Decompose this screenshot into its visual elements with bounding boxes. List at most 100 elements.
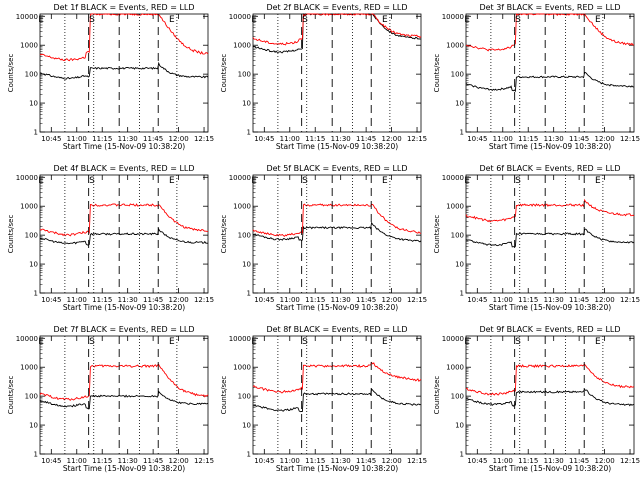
x-axis-label: Start Time (15-Nov-09 10:38:20) bbox=[489, 464, 611, 473]
chart-title: Det 9f BLACK = Events, RED = LLD bbox=[479, 325, 620, 334]
plot-frame bbox=[252, 335, 422, 455]
y-tick-label: 1000 bbox=[20, 42, 38, 50]
plot-frame bbox=[465, 13, 635, 133]
x-tick-label: 11:45 bbox=[143, 296, 163, 304]
x-tick-label: 11:00 bbox=[67, 135, 87, 143]
x-tick-label: 11:15 bbox=[305, 457, 325, 465]
chart-title: Det 3f BLACK = Events, RED = LLD bbox=[479, 3, 620, 12]
x-tick-label: 11:30 bbox=[544, 296, 564, 304]
y-axis-label: Counts/sec bbox=[433, 376, 441, 415]
y-tick-label: 10 bbox=[242, 100, 251, 108]
marker-letter: E bbox=[382, 15, 388, 25]
y-axis-label: Counts/sec bbox=[433, 54, 441, 93]
y-tick-label: 1000 bbox=[233, 364, 251, 372]
marker-letter: S bbox=[302, 15, 308, 25]
x-tick-label: 11:30 bbox=[118, 135, 138, 143]
y-tick-label: 100 bbox=[25, 232, 38, 240]
marker-letter: E bbox=[38, 337, 44, 347]
marker-letter: E bbox=[464, 337, 470, 347]
x-tick-label: 10:45 bbox=[254, 135, 274, 143]
x-tick-label: 12:00 bbox=[381, 457, 401, 465]
y-tick-label: 1 bbox=[460, 290, 464, 298]
chart-title: Det 2f BLACK = Events, RED = LLD bbox=[266, 3, 407, 12]
x-tick-label: 11:00 bbox=[280, 135, 300, 143]
events-series-line bbox=[39, 227, 209, 246]
lld-series-line bbox=[252, 13, 422, 46]
chart-title: Det 5f BLACK = Events, RED = LLD bbox=[266, 164, 407, 173]
y-tick-label: 10000 bbox=[229, 174, 251, 182]
marker-letter: S bbox=[89, 176, 95, 186]
y-tick-label: 1000 bbox=[20, 203, 38, 211]
x-tick-label: 12:00 bbox=[381, 135, 401, 143]
events-series-line bbox=[252, 221, 422, 243]
lld-series-line bbox=[39, 203, 209, 237]
y-tick-label: 1 bbox=[247, 451, 251, 459]
y-axis-label: Counts/sec bbox=[433, 215, 441, 254]
y-axis-label: Counts/sec bbox=[7, 54, 15, 93]
y-tick-label: 100 bbox=[238, 232, 251, 240]
y-tick-label: 100 bbox=[451, 393, 464, 401]
plot-frame bbox=[252, 13, 422, 133]
marker-letter: E bbox=[595, 15, 601, 25]
x-tick-label: 10:45 bbox=[41, 296, 61, 304]
x-tick-label: 11:45 bbox=[356, 457, 376, 465]
marker-letter: E bbox=[382, 337, 388, 347]
x-tick-label: 12:15 bbox=[407, 296, 427, 304]
x-tick-label: 12:00 bbox=[594, 457, 614, 465]
x-tick-label: 11:45 bbox=[143, 135, 163, 143]
events-series-line bbox=[252, 388, 422, 413]
y-tick-label: 100 bbox=[451, 71, 464, 79]
y-axis-label: Counts/sec bbox=[7, 376, 15, 415]
x-tick-label: 11:15 bbox=[518, 135, 538, 143]
lld-series-line bbox=[39, 363, 209, 401]
x-tick-label: 11:00 bbox=[493, 457, 513, 465]
x-tick-label: 10:45 bbox=[467, 457, 487, 465]
events-series-line bbox=[40, 61, 209, 80]
x-tick-label: 12:00 bbox=[594, 296, 614, 304]
lld-series-line bbox=[39, 13, 209, 62]
x-tick-label: 12:00 bbox=[168, 135, 188, 143]
x-tick-label: 10:45 bbox=[41, 457, 61, 465]
marker-letter: E bbox=[169, 15, 175, 25]
chart-panel-2: Det 2f BLACK = Events, RED = LLD 1 10 100 10… bbox=[220, 3, 427, 151]
y-tick-label: 10000 bbox=[16, 13, 38, 21]
y-tick-label: 10000 bbox=[229, 13, 251, 21]
x-tick-label: 11:15 bbox=[518, 296, 538, 304]
x-tick-label: 11:00 bbox=[280, 296, 300, 304]
x-tick-label: 11:00 bbox=[493, 135, 513, 143]
y-tick-label: 10 bbox=[29, 261, 38, 269]
y-tick-label: 100 bbox=[238, 71, 251, 79]
x-axis-label: Start Time (15-Nov-09 10:38:20) bbox=[276, 142, 398, 151]
x-tick-label: 11:00 bbox=[493, 296, 513, 304]
y-tick-label: 10 bbox=[29, 100, 38, 108]
x-tick-label: 12:15 bbox=[620, 457, 640, 465]
events-series-line bbox=[39, 390, 209, 410]
plot-frame bbox=[465, 174, 635, 294]
chart-panel-3: Det 3f BLACK = Events, RED = LLD 1 10 100 10… bbox=[433, 3, 640, 151]
x-axis-label: Start Time (15-Nov-09 10:38:20) bbox=[63, 303, 185, 312]
y-tick-label: 10 bbox=[242, 261, 251, 269]
x-tick-label: 12:15 bbox=[194, 296, 214, 304]
y-axis-label: Counts/sec bbox=[220, 376, 228, 415]
marker-letter: E bbox=[464, 15, 470, 25]
y-tick-label: 1000 bbox=[446, 203, 464, 211]
x-tick-label: 11:30 bbox=[544, 135, 564, 143]
lld-series-line bbox=[466, 13, 635, 52]
y-tick-label: 100 bbox=[25, 71, 38, 79]
x-tick-label: 12:00 bbox=[168, 457, 188, 465]
chart-title: Det 6f BLACK = Events, RED = LLD bbox=[479, 164, 620, 173]
x-tick-label: 11:15 bbox=[92, 296, 112, 304]
marker-letter: E bbox=[169, 337, 175, 347]
marker-letter: E bbox=[38, 176, 44, 186]
events-series-line bbox=[465, 228, 635, 248]
marker-letter: S bbox=[515, 337, 521, 347]
x-tick-label: 11:15 bbox=[92, 457, 112, 465]
chart-panel-4: Det 4f BLACK = Events, RED = LLD 1 10 100 10… bbox=[7, 164, 214, 312]
x-tick-label: 10:45 bbox=[254, 457, 274, 465]
marker-letter: E bbox=[595, 176, 601, 186]
chart-panel-8: Det 8f BLACK = Events, RED = LLD 1 10 100 10… bbox=[220, 325, 427, 473]
y-tick-label: 10000 bbox=[16, 335, 38, 343]
lld-series-line bbox=[465, 198, 635, 223]
y-tick-label: 100 bbox=[25, 393, 38, 401]
x-axis-label: Start Time (15-Nov-09 10:38:20) bbox=[489, 142, 611, 151]
